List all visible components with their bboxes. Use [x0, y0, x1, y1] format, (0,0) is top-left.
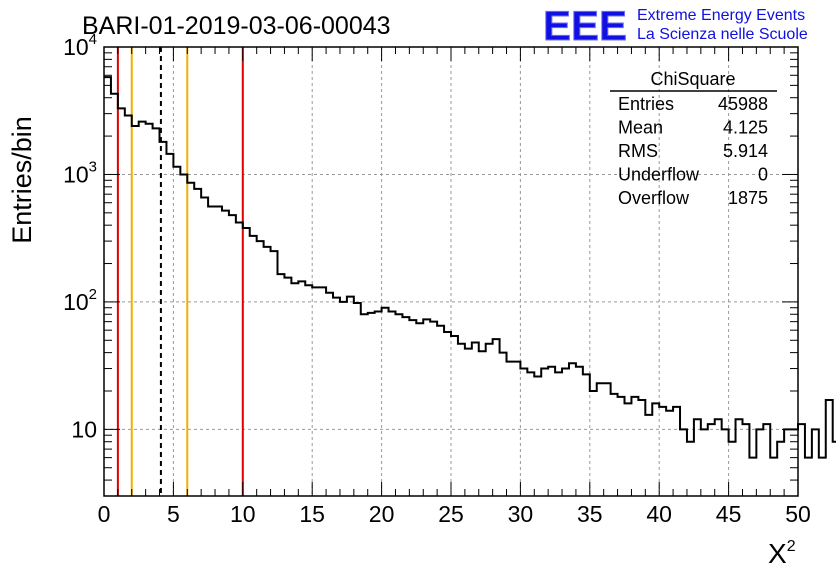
x-tick-label: 5 — [167, 501, 180, 527]
x-tick-label: 45 — [716, 501, 742, 527]
y-tick-label: 102 — [63, 286, 97, 315]
y-tick-base: 10 — [63, 34, 89, 60]
stats-label: RMS — [618, 141, 658, 161]
logo-mark: EEE — [543, 2, 627, 49]
stats-value: 0 — [758, 165, 768, 185]
stats-rows: Entries 45988 Mean 4.125 RMS 5.914 Underflow 0 O… — [618, 94, 768, 208]
x-tick-label: 20 — [369, 501, 395, 527]
x-tick-label: 25 — [438, 501, 464, 527]
y-tick-label: 103 — [63, 158, 97, 187]
y-tick-base: 10 — [71, 416, 97, 442]
stats-label: Underflow — [618, 165, 700, 185]
y-axis-label: Entries/bin — [7, 116, 37, 244]
stats-box: ChiSquare Entries 45988 Mean 4.125 RMS 5.914 U… — [610, 69, 777, 208]
logo-line1: Extreme Energy Events — [637, 7, 805, 24]
y-tick-label: 104 — [63, 31, 97, 60]
x-tick-label: 35 — [577, 501, 603, 527]
stats-value: 4.125 — [723, 118, 768, 138]
stats-label: Mean — [618, 118, 663, 138]
x-tick-label: 30 — [508, 501, 534, 527]
axis-ticks — [103, 46, 799, 497]
y-tick-label: 10 — [71, 416, 97, 442]
x-tick-label: 10 — [230, 501, 256, 527]
x-tick-label: 50 — [785, 501, 811, 527]
y-tick-base: 10 — [63, 161, 89, 187]
y-tick-exponent: 4 — [89, 31, 97, 48]
stats-label: Overflow — [618, 188, 690, 208]
stats-title: ChiSquare — [650, 69, 735, 89]
y-tick-exponent: 2 — [89, 286, 97, 303]
stats-label: Entries — [618, 94, 674, 114]
logo-line2: La Scienza nelle Scuole — [637, 26, 808, 43]
logo: EEE Extreme Energy Events La Scienza nel… — [543, 2, 808, 50]
y-tick-base: 10 — [63, 289, 89, 315]
x-tick-label: 15 — [299, 501, 325, 527]
vertical-lines — [116, 47, 244, 496]
stats-value: 45988 — [718, 94, 768, 114]
x-tick-label: 40 — [646, 501, 672, 527]
x-tick-labels: 0 5 10 15 20 25 30 35 40 45 50 — [98, 501, 811, 527]
stats-value: 5.914 — [723, 141, 768, 161]
x-axis-label: X2 — [768, 538, 796, 569]
stats-value: 1875 — [728, 188, 768, 208]
chart-title: BARI-01-2019-03-06-00043 — [82, 12, 391, 40]
x-tick-label: 0 — [98, 501, 111, 527]
y-tick-exponent: 3 — [89, 158, 97, 175]
